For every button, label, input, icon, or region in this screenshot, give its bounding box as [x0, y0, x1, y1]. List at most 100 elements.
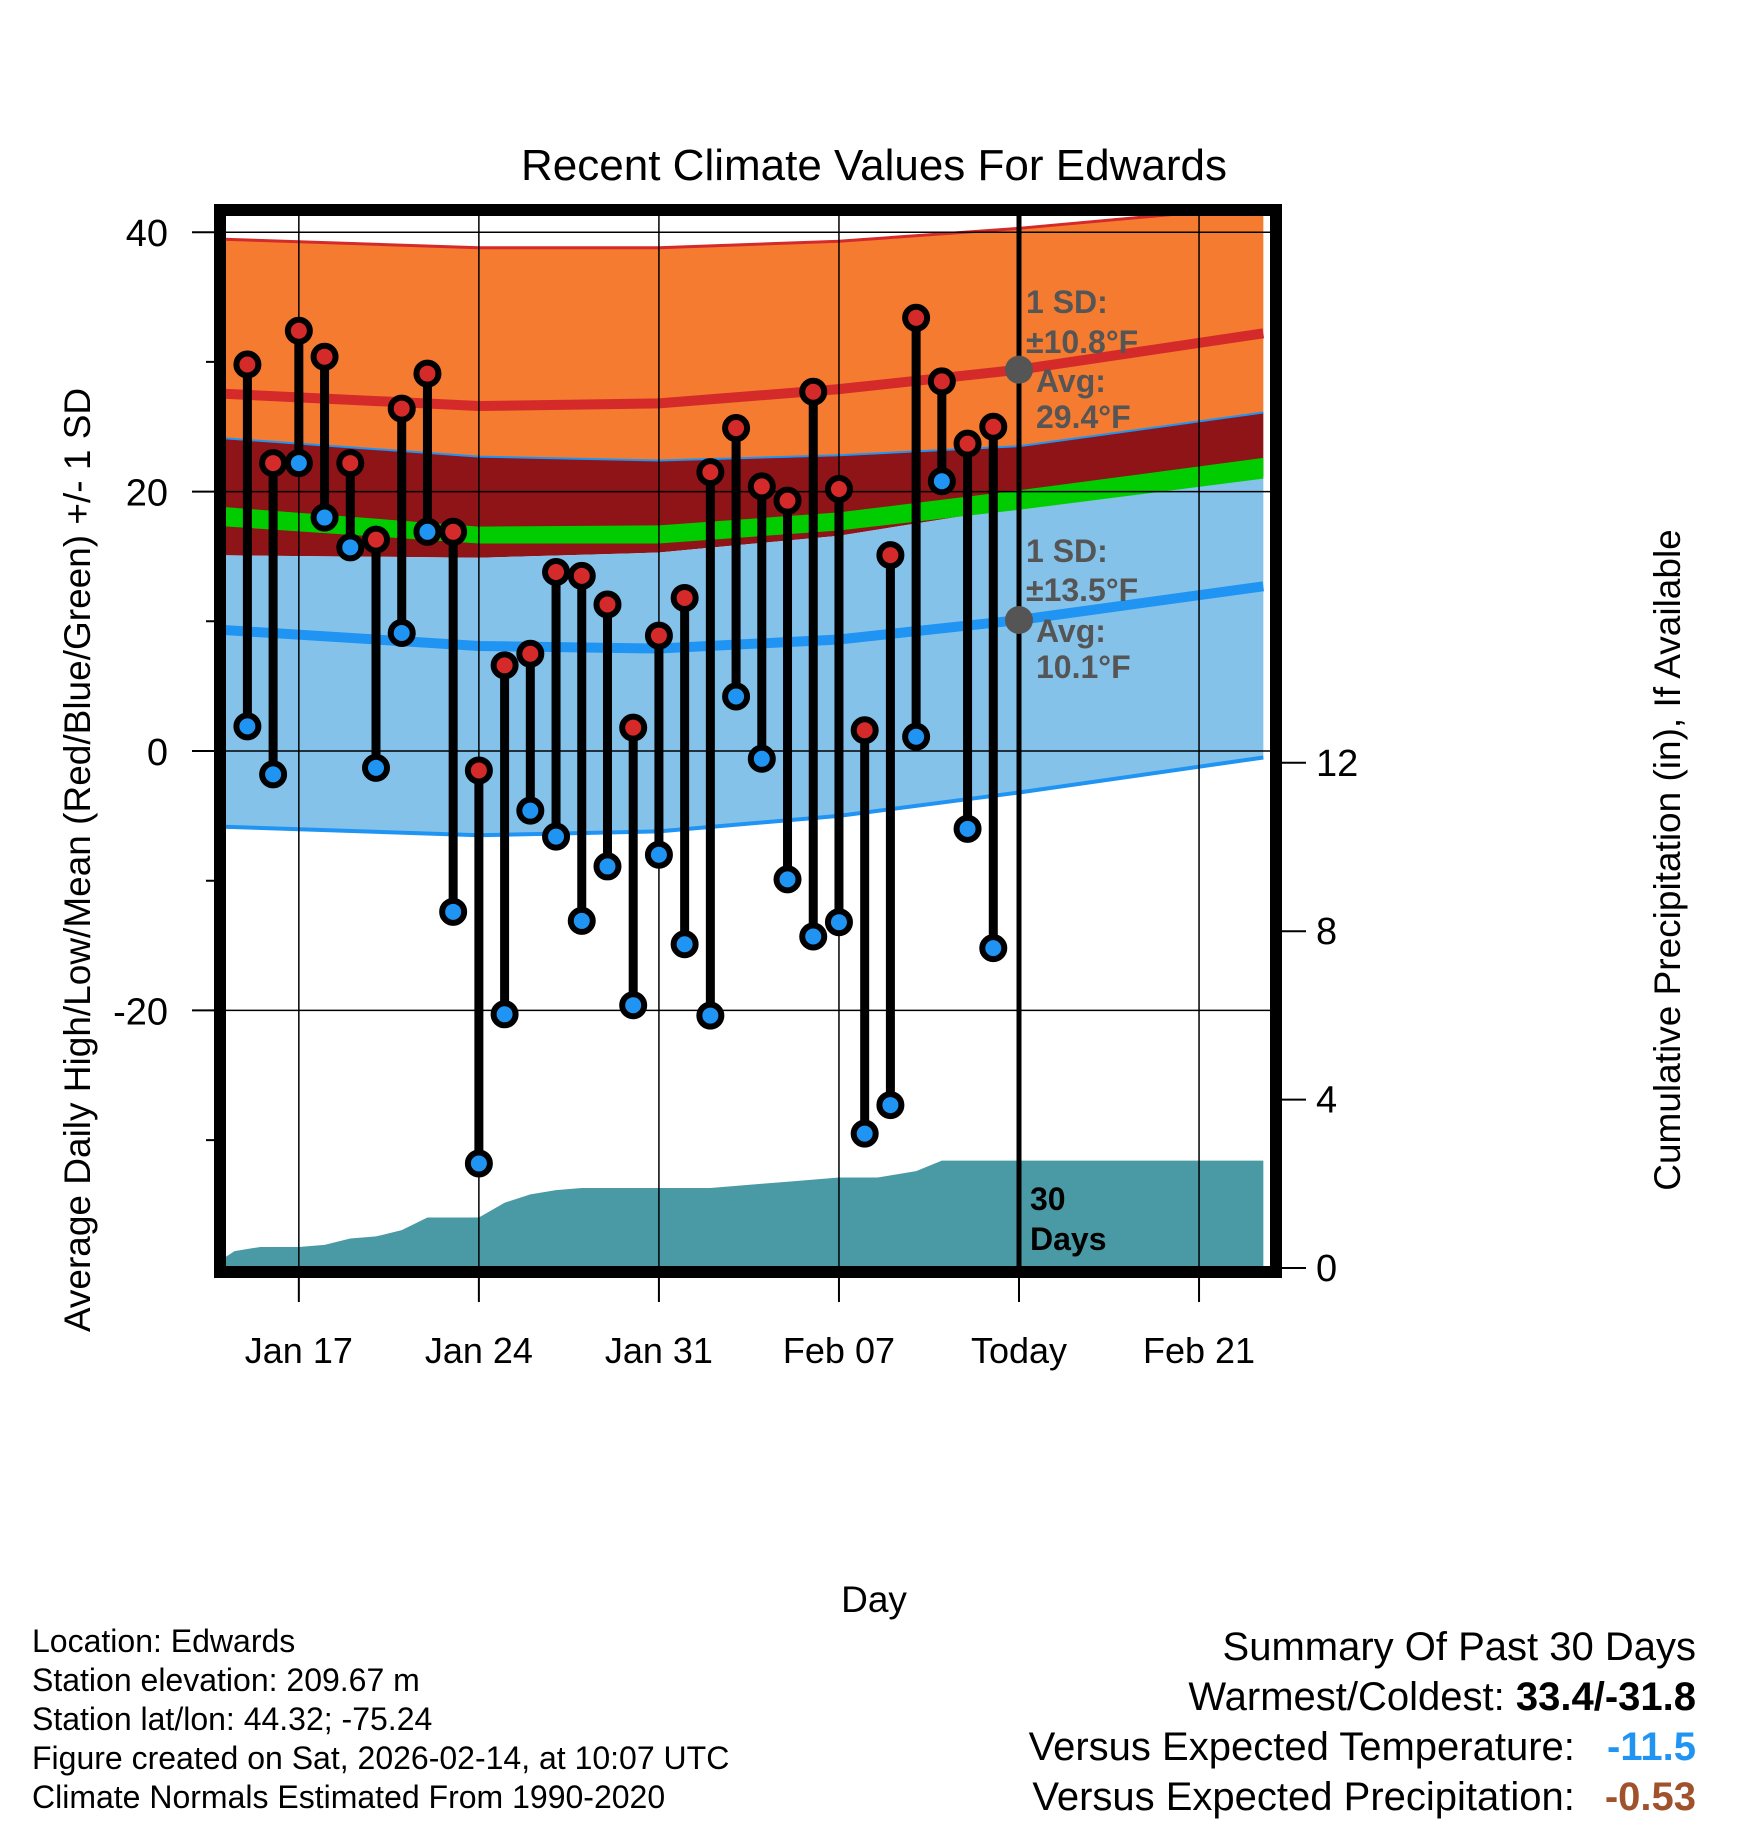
warm-cold-label: Warmest/Coldest: [1188, 1675, 1505, 1719]
left-tick-label: 40 [126, 213, 168, 255]
low-point [927, 467, 956, 496]
x-tick-label: Jan 17 [245, 1330, 353, 1371]
low-point [876, 1091, 905, 1120]
low-point [696, 1001, 725, 1030]
high-point [310, 342, 339, 371]
summary-title: Summary Of Past 30 Days [1222, 1625, 1696, 1669]
high-avg-line [224, 328, 1265, 411]
high-point [927, 367, 956, 396]
low-sd-value: ±13.5°F [1026, 572, 1138, 608]
days-label-number: 30 [1030, 1181, 1066, 1217]
low-point [362, 753, 390, 782]
high-point [644, 621, 673, 650]
low-point [490, 1000, 519, 1029]
created-text: Figure created on Sat, 2026-02-14, at 10… [32, 1740, 730, 1776]
low-point [773, 865, 802, 894]
low-point [439, 897, 468, 926]
station-info: Location: Edwards Station elevation: 209… [32, 1622, 729, 1817]
warm-cold-value: 33.4/-31.8 [1515, 1675, 1696, 1719]
right-tick-label: 8 [1316, 911, 1337, 953]
low-point [259, 760, 288, 789]
high-point [233, 350, 262, 379]
days-label-text: Days [1030, 1221, 1107, 1257]
high-point [413, 359, 442, 388]
x-tick-label: Feb 21 [1143, 1330, 1255, 1371]
plot-frame [214, 204, 1282, 1278]
x-tick-label: Today [971, 1330, 1067, 1371]
low-point [567, 906, 596, 935]
low-point [387, 618, 416, 647]
today-low-avg-dot [1005, 606, 1033, 635]
low-avg-line [224, 581, 1265, 654]
plot-clipped-group [224, 214, 1272, 1268]
high-point [773, 486, 802, 515]
high-point [799, 377, 828, 406]
left-tick-label: -20 [113, 991, 168, 1033]
right-tick-label: 4 [1316, 1080, 1337, 1122]
high-point [979, 412, 1008, 441]
right-tick-label: 12 [1316, 743, 1358, 785]
low-point [824, 908, 853, 937]
high-point [747, 472, 776, 501]
high-point [619, 713, 648, 742]
today-high-avg-dot [1005, 355, 1033, 384]
low-point [284, 449, 313, 478]
precip-anomaly-row: Versus Expected Precipitation: -0.53 [1029, 1772, 1696, 1822]
low-point [413, 517, 442, 546]
high-sd-band [224, 214, 1264, 461]
high-point [696, 458, 725, 487]
summary-panel: Summary Of Past 30 Days Warmest/Coldest:… [1029, 1622, 1696, 1822]
low-minus-sd-line [224, 755, 1264, 838]
high-point [670, 583, 699, 612]
low-point [336, 533, 365, 562]
overlap-band [224, 412, 1264, 558]
left-tick-label: 20 [126, 473, 168, 515]
x-tick-label: Feb 07 [783, 1330, 895, 1371]
high-point [567, 561, 596, 590]
low-point [593, 852, 622, 881]
temp-anomaly-row: Versus Expected Temperature: -11.5 [1029, 1722, 1696, 1772]
high-point [439, 517, 468, 546]
low-point [464, 1149, 493, 1178]
x-axis-label: Day [841, 1579, 907, 1620]
high-point [387, 394, 416, 423]
low-point [902, 722, 931, 751]
high-avg-value: 29.4°F [1036, 399, 1131, 435]
climate-chart: Recent Climate Values For Edwards Averag… [57, 141, 1688, 1620]
high-plus-sd-line [224, 214, 1195, 250]
x-tick-label: Jan 31 [605, 1330, 713, 1371]
temp-anomaly-label: Versus Expected Temperature: [1028, 1725, 1575, 1769]
elevation-text: Station elevation: 209.67 m [32, 1662, 420, 1698]
location-text: Location: Edwards [32, 1623, 296, 1659]
high-point [876, 541, 905, 570]
low-point [310, 503, 339, 532]
high-avg-label: Avg: [1036, 363, 1106, 399]
chart-title: Recent Climate Values For Edwards [521, 141, 1227, 190]
latlon-text: Station lat/lon: 44.32; -75.24 [32, 1701, 433, 1737]
low-point [516, 796, 545, 825]
low-point [979, 934, 1008, 963]
low-point [850, 1119, 879, 1148]
low-point [953, 814, 982, 843]
high-point [542, 558, 571, 587]
high-point [824, 475, 853, 504]
precip-anomaly-label: Versus Expected Precipitation: [1032, 1775, 1575, 1819]
y-axis-left-label: Average Daily High/Low/Mean (Red/Blue/Gr… [57, 388, 98, 1332]
low-point [670, 930, 699, 959]
high-point [593, 590, 622, 619]
high-minus-sd-line [224, 411, 1264, 462]
high-point [490, 651, 519, 680]
low-point [619, 991, 648, 1020]
low-sd-label: 1 SD: [1026, 533, 1108, 569]
low-point [799, 922, 828, 951]
high-point [336, 449, 365, 478]
high-point [953, 429, 982, 458]
high-point [722, 414, 751, 443]
high-sd-value: ±10.8°F [1026, 324, 1138, 360]
high-sd-label: 1 SD: [1026, 284, 1108, 320]
low-avg-label: Avg: [1036, 613, 1106, 649]
high-point [464, 756, 493, 785]
low-sd-band [224, 476, 1264, 836]
low-point [644, 840, 673, 869]
